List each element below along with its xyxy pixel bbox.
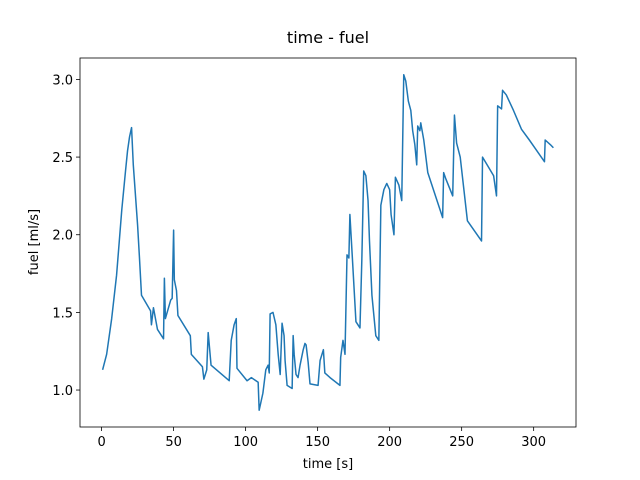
x-tick-label: 300 bbox=[521, 435, 546, 450]
x-tick-label: 200 bbox=[377, 435, 402, 450]
y-tick-label: 1.5 bbox=[52, 306, 73, 321]
x-tick-label: 150 bbox=[305, 435, 330, 450]
x-tick-label: 0 bbox=[97, 435, 105, 450]
y-axis-label: fuel [ml/s] bbox=[27, 209, 42, 275]
axes-frame bbox=[79, 57, 577, 428]
y-tick-label: 1.0 bbox=[52, 384, 73, 399]
x-tick-label: 100 bbox=[233, 435, 258, 450]
data-line bbox=[101, 74, 554, 411]
x-axis-label: time [s] bbox=[303, 457, 353, 472]
y-tick-label: 2.5 bbox=[52, 151, 73, 166]
x-tick-label: 250 bbox=[449, 435, 474, 450]
x-tick-label: 50 bbox=[165, 435, 182, 450]
y-tick-label: 2.0 bbox=[52, 229, 73, 244]
y-tick-label: 3.0 bbox=[52, 73, 73, 88]
chart-title: time - fuel bbox=[287, 28, 369, 47]
